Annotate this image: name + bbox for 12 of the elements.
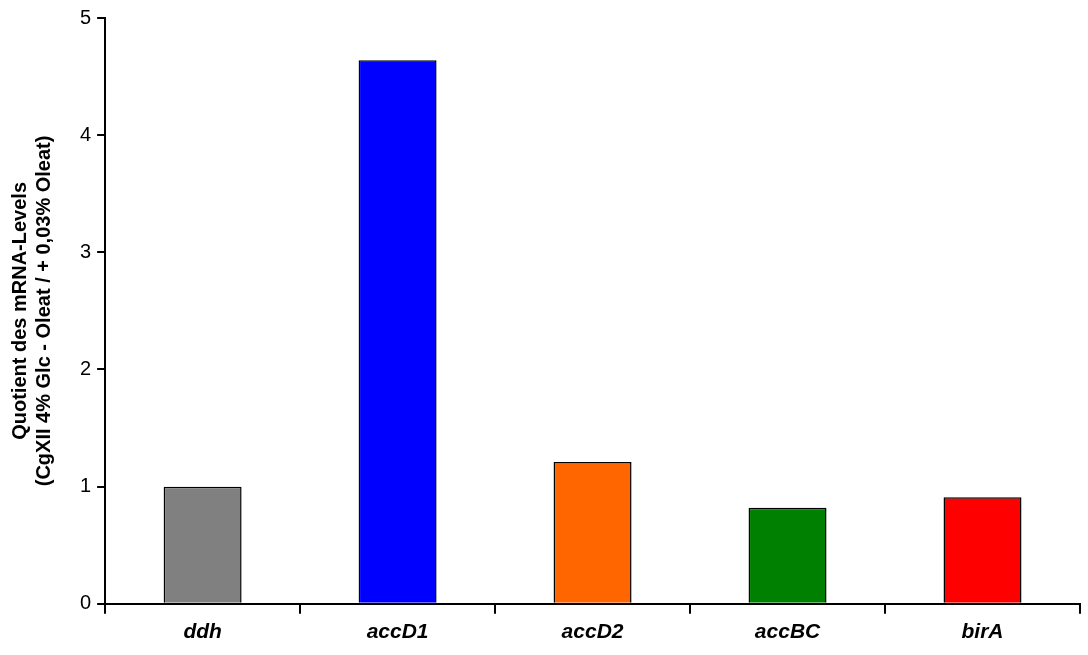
x-tick-label: accBC bbox=[754, 619, 822, 643]
x-tick-label: accD1 bbox=[366, 619, 429, 643]
y-tick-label: 0 bbox=[80, 591, 92, 614]
y-tick-label: 5 bbox=[80, 5, 92, 28]
y-tick-label: 4 bbox=[80, 122, 92, 145]
x-tick-label: accD2 bbox=[561, 619, 624, 643]
y-tick-label: 3 bbox=[80, 239, 92, 262]
y-axis-title: Quotient des mRNA-Levels (CgXII 4% Glc - Oleat / + 0,03% Oleat) bbox=[7, 135, 54, 487]
x-tick-label: birA bbox=[961, 619, 1004, 643]
y-tick-label: 2 bbox=[80, 357, 92, 379]
x-tick-label: ddh bbox=[183, 619, 222, 643]
y-tick-label: 1 bbox=[80, 474, 92, 497]
